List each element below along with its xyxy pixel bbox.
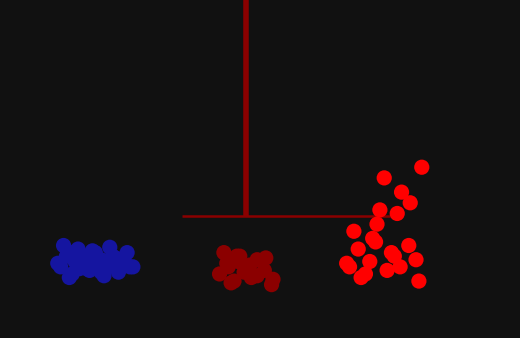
Point [269,276,277,282]
Point [117,264,125,269]
Point [114,269,123,275]
Point [366,259,374,264]
Point [345,264,354,269]
Point [85,268,94,273]
Point [129,264,137,269]
Point [68,271,76,277]
Point [215,271,224,277]
Point [236,254,244,259]
Point [220,250,228,255]
Point [126,264,134,269]
Point [109,254,117,259]
Point [97,269,105,275]
Point [357,275,365,280]
Point [91,250,99,255]
Point [68,250,76,255]
Point [418,165,426,170]
Point [230,279,238,284]
Point [253,273,261,279]
Point [343,261,351,266]
Point [260,268,268,273]
Point [74,246,82,252]
Point [54,261,62,266]
Point [83,266,91,271]
Point [383,268,391,273]
Point [246,262,254,268]
Point [405,243,413,248]
Point [233,254,241,259]
Point [123,250,131,255]
Point [234,259,242,264]
Point [120,259,128,264]
Point [103,264,111,269]
Point [390,254,398,259]
Point [412,257,420,262]
Point [253,257,261,262]
Point [111,255,120,261]
Point [104,262,112,268]
Point [88,248,97,254]
Point [224,264,232,269]
Point [397,189,406,195]
Point [119,257,127,262]
Point [97,257,105,262]
Point [354,246,362,252]
Point [393,211,401,216]
Point [369,236,377,241]
Point [241,264,250,269]
Point [90,254,98,259]
Point [227,280,235,286]
Point [406,200,414,206]
Point [380,175,388,180]
Point [373,221,381,227]
Point [361,271,370,277]
Point [106,245,114,250]
Point [223,261,231,266]
Point [376,207,384,213]
Point [80,261,88,266]
Point [371,239,380,245]
Point [415,279,423,284]
Point [77,252,85,257]
Point [59,243,68,248]
Point [62,254,71,259]
Point [267,282,276,287]
Point [387,250,396,255]
Point [75,266,84,271]
Point [240,269,248,275]
Point [94,262,102,268]
Point [350,228,358,234]
Point [396,264,404,269]
Point [57,264,65,269]
Point [247,275,255,280]
Point [100,273,108,279]
Point [71,259,79,264]
Point [65,275,73,280]
Point [262,255,270,261]
